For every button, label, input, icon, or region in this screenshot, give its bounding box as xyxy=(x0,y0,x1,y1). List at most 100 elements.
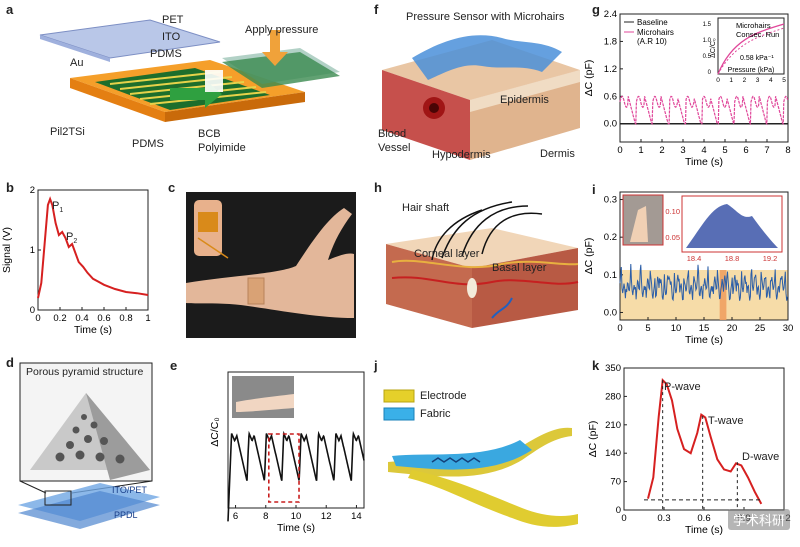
x-tick-label: 3 xyxy=(680,145,685,156)
inset-x-tick-label: 2 xyxy=(743,77,747,84)
x-tick-label: 0 xyxy=(617,145,622,156)
inset-sensitivity: 0.58 kPa⁻¹ xyxy=(740,55,774,62)
y-tick-label: 0.1 xyxy=(604,270,617,281)
label-blood: Blood xyxy=(378,128,407,140)
label-pet: PET xyxy=(162,14,184,26)
x-tick-label: 0.4 xyxy=(75,313,88,324)
inset-x-tick-label: 19.2 xyxy=(763,254,778,263)
label-hypodermis: Hypodermis xyxy=(432,149,491,161)
y-axis-label: ΔC (pF) xyxy=(587,421,599,458)
x-axis-label: Time (s) xyxy=(685,334,723,346)
inset-y-tick-label: 0 xyxy=(708,70,712,76)
peak-label-p1: P1 xyxy=(52,200,64,215)
chart-g: 0 1 2 3 4 5 6 7 8 0.0 0.6 1.2 1.8 2.4 Time (s) ΔC (pF) B… xyxy=(583,9,791,168)
y-axis-label: ΔC (pF) xyxy=(583,60,595,97)
legend-label-ar: (A.R 10) xyxy=(637,37,667,46)
panel-h: h Hair shaft Corneal layer Basal layer xyxy=(372,178,584,348)
y-tick-label: 0.6 xyxy=(604,91,617,102)
highlight-band xyxy=(719,270,727,320)
label-bcb: BCB xyxy=(198,128,221,140)
x-tick-label: 0 xyxy=(617,323,622,334)
y-tick-label: 350 xyxy=(605,363,621,374)
x-tick-label: 10 xyxy=(291,511,302,522)
y-axis-label: ΔC/C₀ xyxy=(209,417,221,446)
label-basal-layer: Basal layer xyxy=(492,262,547,274)
signal-line xyxy=(647,378,763,505)
chart-e: 6 8 10 12 14 Time (s) ΔC/C₀ xyxy=(209,371,365,534)
label-hair-shaft: Hair shaft xyxy=(402,202,450,214)
inset-y-tick-label: 0.10 xyxy=(665,207,680,216)
x-tick-label: 30 xyxy=(783,323,794,334)
chart-i: 0 5 10 15 20 25 30 0.0 0.1 0.2 0.3 Time (s) ΔC (pF) 1… xyxy=(583,191,794,346)
label-ito: ITO xyxy=(162,31,181,43)
x-axis-label: Time (s) xyxy=(277,522,315,534)
y-tick-label: 140 xyxy=(605,448,621,459)
inset-x-tick-label: 4 xyxy=(769,77,773,84)
y-tick-label: 210 xyxy=(605,420,621,431)
inset-curve-consec xyxy=(717,27,785,75)
x-tick-label: 8 xyxy=(785,145,790,156)
legend-label-microhairs: Microhairs xyxy=(637,28,674,37)
inset-x-tick-label: 18.8 xyxy=(725,254,740,263)
label-porous-pyramid: Porous pyramid structure xyxy=(26,366,144,378)
porous-pyramid-illustration xyxy=(18,362,160,529)
inset-y-tick-label: 1.5 xyxy=(703,22,712,28)
label-electrode: Electrode xyxy=(420,390,467,402)
inset-y-tick-label: 1.0 xyxy=(703,38,712,44)
y-tick-label: 1 xyxy=(30,245,35,256)
x-tick-label: 0.6 xyxy=(97,313,110,324)
panel-b: b 0 0.2 0.4 0.6 0.8 1 0 1 2 Time (s) Signal (V) P1… xyxy=(0,178,160,343)
label-apply-pressure: Apply pressure xyxy=(245,24,319,36)
x-tick-label: 12 xyxy=(321,511,332,522)
inset-x-tick-label: 5 xyxy=(782,77,786,84)
panel-d: d Porous pyramid structure ITO/PET PPDL xyxy=(0,355,165,535)
inset-x-tick-label: 0 xyxy=(716,77,720,84)
y-tick-label: 0.0 xyxy=(604,119,617,130)
inset-x-tick-label: 3 xyxy=(756,77,760,84)
panel-c: c xyxy=(168,178,356,343)
inset-x-tick-label: 18.4 xyxy=(687,254,702,263)
x-tick-label: 8 xyxy=(263,511,268,522)
panel-k-letter: k xyxy=(592,358,600,373)
inset-photo-arm xyxy=(630,206,648,242)
label-polyimide: Polyimide xyxy=(198,142,246,154)
y-tick-label: 0.2 xyxy=(604,232,617,243)
inset-y-tick-label: 0.05 xyxy=(665,233,680,242)
label-dermis: Dermis xyxy=(540,148,575,160)
x-tick-label: 15 xyxy=(699,323,710,334)
panel-c-letter: c xyxy=(168,180,176,195)
highlight-box xyxy=(268,433,300,503)
x-tick-label: 0.6 xyxy=(697,513,710,524)
label-au: Au xyxy=(70,57,84,69)
label-vessel: Vessel xyxy=(378,142,411,154)
x-tick-label: 5 xyxy=(645,323,650,334)
label-t-wave: T-wave xyxy=(708,415,744,427)
x-tick-label: 6 xyxy=(233,511,238,522)
panel-g: g 0 1 2 3 4 5 6 7 8 0.0 0.6 1.2 1.8 2.4 Time (s) ΔC (pF… xyxy=(582,0,800,178)
x-tick-label: 1 xyxy=(145,313,150,324)
label-p-wave: P-wave xyxy=(664,381,701,393)
y-tick-label: 1.2 xyxy=(604,64,617,75)
y-tick-label: 0 xyxy=(616,505,621,516)
y-tick-label: 70 xyxy=(610,477,621,488)
y-tick-label: 0.0 xyxy=(604,307,617,318)
microhairs-series xyxy=(619,95,789,126)
x-tick-label: 0 xyxy=(621,513,626,524)
label-epidermis: Epidermis xyxy=(500,94,549,106)
inset-area xyxy=(686,204,778,248)
panel-f: f Pressure Sensor with Microhairs Epider… xyxy=(372,0,584,170)
signal-line xyxy=(619,263,788,302)
x-tick-label: 2 xyxy=(659,145,664,156)
inset-legend-microhairs: Microhairs xyxy=(736,21,771,30)
inset-x-tick-label: 1 xyxy=(729,77,733,84)
skin-sensor-illustration xyxy=(382,35,580,160)
x-tick-label: 10 xyxy=(671,323,682,334)
inset-xlabel: Pressure (kPa) xyxy=(728,67,775,74)
panel-b-letter: b xyxy=(6,180,14,195)
bg-band xyxy=(620,270,788,320)
panel-g-letter: g xyxy=(592,2,600,17)
peak-label-p2: P2 xyxy=(66,231,78,246)
inset-y-tick-label: 0.5 xyxy=(703,54,712,60)
label-ito-pet: ITO/PET xyxy=(112,485,147,495)
panel-e-letter: e xyxy=(170,358,178,373)
